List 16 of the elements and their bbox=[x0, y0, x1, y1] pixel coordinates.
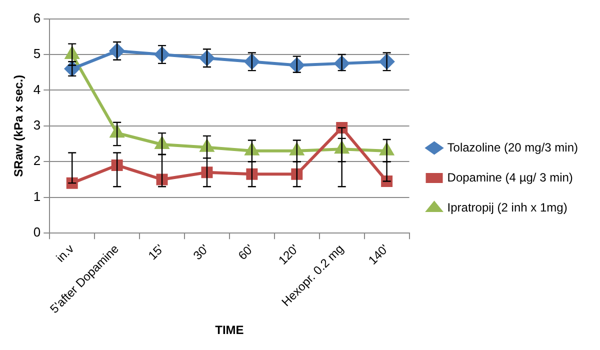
y-tick-label: 4 bbox=[33, 82, 41, 97]
legend-label: Ipratropij (2 inh x 1mg) bbox=[447, 200, 568, 214]
x-tick-label: in.v bbox=[53, 242, 77, 265]
y-tick-label: 2 bbox=[33, 153, 41, 168]
y-tick-label: 5 bbox=[33, 46, 41, 62]
x-tick-label: 60' bbox=[235, 242, 256, 263]
y-tick-label: 6 bbox=[33, 10, 41, 26]
y-axis-title: SRaw (kPa x sec.) bbox=[12, 74, 26, 177]
y-tick-label: 3 bbox=[33, 118, 41, 133]
x-tick-label: 15' bbox=[146, 242, 166, 263]
x-tick-label: 30' bbox=[190, 242, 212, 263]
legend-label: Tolazoline (20 mg/3 min) bbox=[447, 140, 578, 154]
y-tick-label: 0 bbox=[33, 224, 41, 240]
y-tick-label: 1 bbox=[33, 188, 41, 204]
x-axis-title: TIME bbox=[215, 323, 244, 338]
legend-label: Dopamine (4 µg/ 3 min) bbox=[447, 170, 573, 184]
